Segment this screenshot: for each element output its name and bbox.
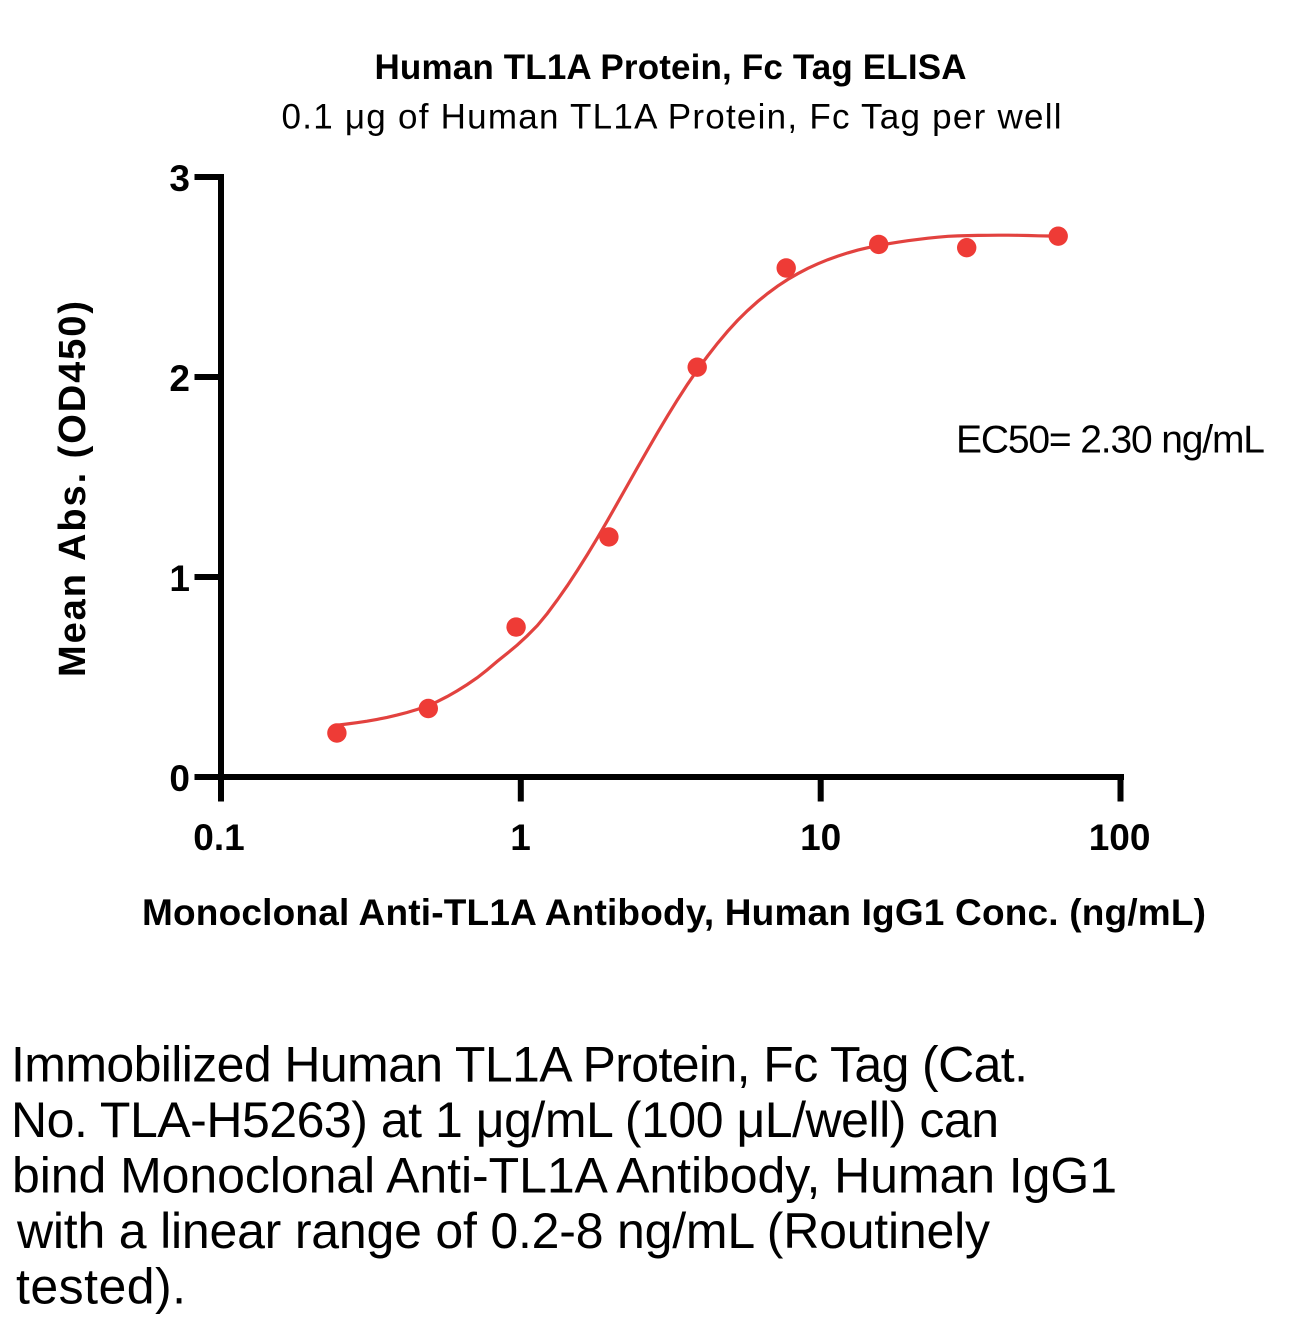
svg-text:3: 3 <box>169 158 190 199</box>
svg-text:with a linear range of 0.2-8 n: with a linear range of 0.2-8 ng/mL (Rout… <box>16 1203 990 1259</box>
svg-text:0.1: 0.1 <box>193 817 244 858</box>
svg-text:bind Monoclonal Anti-TL1A Anti: bind Monoclonal Anti-TL1A Antibody, Huma… <box>12 1148 1117 1204</box>
svg-text:Mean Abs. (OD450): Mean Abs. (OD450) <box>52 301 94 677</box>
svg-text:EC50= 2.30 ng/mL: EC50= 2.30 ng/mL <box>956 419 1265 462</box>
svg-text:1: 1 <box>169 558 190 599</box>
svg-text:100: 100 <box>1089 817 1151 858</box>
svg-text:Human TL1A Protein, Fc Tag ELI: Human TL1A Protein, Fc Tag ELISA <box>375 48 967 87</box>
svg-text:10: 10 <box>800 817 841 858</box>
svg-text:Monoclonal Anti-TL1A Antibody,: Monoclonal Anti-TL1A Antibody, Human IgG… <box>142 892 1206 933</box>
svg-text:0.1 μg of Human TL1A Protein,: 0.1 μg of Human TL1A Protein, Fc Tag per… <box>282 98 1062 137</box>
svg-text:Immobilized Human TL1A Protein: Immobilized Human TL1A Protein, Fc Tag (… <box>11 1037 1028 1093</box>
svg-text:No. TLA-H5263) at 1 μg/mL (100: No. TLA-H5263) at 1 μg/mL (100 μL/well) … <box>11 1092 999 1148</box>
svg-text:0: 0 <box>169 758 190 799</box>
svg-text:1: 1 <box>510 817 531 858</box>
svg-text:tested).: tested). <box>16 1259 186 1315</box>
svg-text:2: 2 <box>169 358 190 399</box>
